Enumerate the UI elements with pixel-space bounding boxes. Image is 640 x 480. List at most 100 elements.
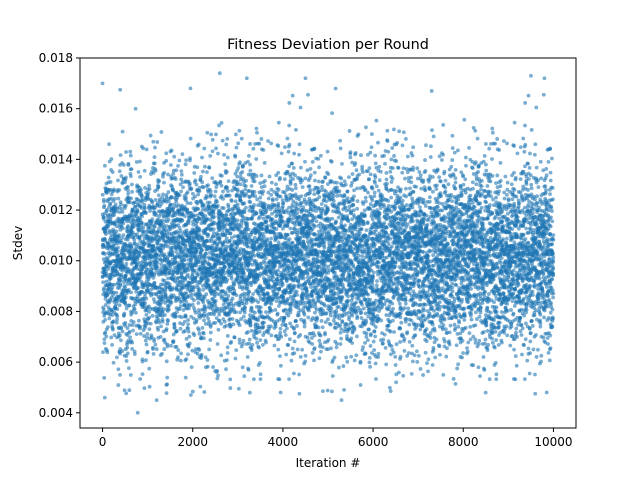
data-point xyxy=(258,305,263,310)
data-point xyxy=(129,290,134,295)
data-point xyxy=(287,337,292,342)
data-point xyxy=(318,153,323,158)
data-point xyxy=(148,321,153,326)
data-point xyxy=(193,194,197,199)
data-point xyxy=(255,277,260,282)
data-point xyxy=(300,178,305,183)
data-point xyxy=(172,321,177,326)
data-point xyxy=(128,149,133,154)
data-point xyxy=(276,204,281,209)
data-point xyxy=(222,153,226,157)
data-point xyxy=(271,275,275,280)
data-point xyxy=(227,193,232,198)
data-point xyxy=(187,341,192,346)
data-point xyxy=(303,257,308,261)
data-point xyxy=(157,179,162,183)
data-point xyxy=(298,165,303,170)
data-point xyxy=(228,377,233,382)
data-point xyxy=(102,215,106,220)
data-point xyxy=(252,253,257,258)
data-point xyxy=(119,338,123,343)
data-point xyxy=(147,366,152,371)
data-point xyxy=(103,317,108,322)
data-point xyxy=(244,178,248,183)
data-point xyxy=(133,106,138,111)
data-point xyxy=(225,345,230,350)
data-point xyxy=(295,293,299,297)
data-point xyxy=(126,185,130,189)
data-point xyxy=(209,132,214,137)
data-point xyxy=(157,320,162,325)
data-point xyxy=(297,142,302,147)
data-point xyxy=(207,200,212,205)
data-point xyxy=(268,324,273,329)
data-point xyxy=(210,176,215,181)
data-point xyxy=(219,183,224,188)
data-point xyxy=(221,206,226,211)
data-point xyxy=(297,152,301,157)
data-point xyxy=(168,282,172,287)
data-point xyxy=(200,155,204,160)
data-point xyxy=(292,326,296,331)
data-point xyxy=(111,327,115,332)
data-point xyxy=(184,195,188,200)
data-point xyxy=(131,328,135,333)
data-point xyxy=(159,324,163,329)
data-point xyxy=(213,321,218,325)
data-point xyxy=(206,183,210,188)
data-point xyxy=(266,196,271,201)
data-point xyxy=(166,218,171,222)
data-point xyxy=(108,298,113,303)
data-point xyxy=(312,358,316,363)
data-point xyxy=(182,258,187,262)
data-point xyxy=(174,344,179,349)
data-point xyxy=(110,170,115,175)
data-point xyxy=(219,321,223,326)
data-point xyxy=(258,195,263,200)
data-point xyxy=(120,349,125,353)
data-point xyxy=(259,265,264,270)
data-point xyxy=(179,172,184,177)
data-point xyxy=(106,325,110,329)
data-point xyxy=(119,202,123,207)
data-point xyxy=(160,319,165,324)
data-point xyxy=(252,190,257,194)
data-point xyxy=(192,333,197,337)
data-point xyxy=(289,358,294,363)
data-point xyxy=(126,224,130,228)
data-point xyxy=(221,196,225,201)
data-point xyxy=(242,201,247,206)
data-point xyxy=(202,336,206,341)
data-point xyxy=(105,256,110,261)
data-point xyxy=(140,193,144,198)
data-point xyxy=(274,227,279,231)
data-point xyxy=(293,223,298,228)
data-point xyxy=(158,335,163,339)
data-point xyxy=(186,344,191,349)
data-point xyxy=(306,92,310,97)
data-point xyxy=(113,202,118,207)
data-point xyxy=(295,211,300,216)
data-point xyxy=(312,192,317,197)
data-point xyxy=(237,323,242,328)
data-point xyxy=(316,325,321,330)
data-point xyxy=(162,170,167,175)
data-point xyxy=(203,164,207,169)
data-point xyxy=(192,298,196,303)
data-point xyxy=(254,336,259,341)
data-point xyxy=(317,356,322,361)
data-point xyxy=(155,261,160,265)
data-point xyxy=(177,158,182,163)
data-point xyxy=(115,249,120,254)
data-point xyxy=(169,202,173,207)
data-point xyxy=(298,333,303,337)
data-point xyxy=(292,151,297,156)
data-point xyxy=(282,220,287,225)
data-point xyxy=(241,314,246,319)
data-point xyxy=(241,342,245,346)
data-point xyxy=(116,245,120,250)
data-point xyxy=(189,186,194,191)
data-point xyxy=(117,233,122,238)
data-point xyxy=(103,296,108,301)
data-point xyxy=(111,319,116,324)
